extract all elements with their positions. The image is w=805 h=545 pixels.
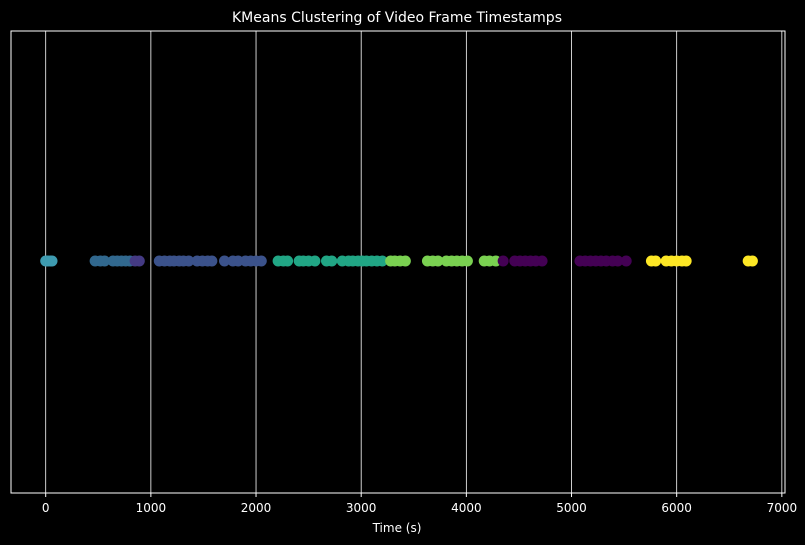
cluster-3 [153, 255, 267, 267]
chart-title: KMeans Clustering of Video Frame Timesta… [232, 10, 562, 26]
x-tick-label: 7000 [767, 501, 798, 515]
data-point [376, 255, 388, 267]
data-point [746, 255, 758, 267]
x-axis-ticks: 0 1000 2000 3000 4000 5000 6000 7000 [42, 493, 797, 515]
data-point [282, 255, 294, 267]
data-point [536, 255, 548, 267]
plot-frame [10, 30, 786, 494]
data-point [461, 255, 473, 267]
x-tick-label: 5000 [556, 501, 587, 515]
data-point [46, 255, 58, 267]
data-point [680, 255, 692, 267]
data-point [133, 255, 145, 267]
cluster-7 [645, 255, 758, 267]
data-point [99, 255, 111, 267]
data-point [218, 255, 230, 267]
x-tick-label: 3000 [346, 501, 377, 515]
cluster-1 [89, 255, 136, 267]
data-point [255, 255, 267, 267]
data-point [612, 255, 624, 267]
x-tick-label: 1000 [136, 501, 167, 515]
cluster-4 [272, 255, 388, 267]
x-tick-label: 6000 [661, 501, 692, 515]
data-point [326, 255, 338, 267]
x-tick-label: 2000 [241, 501, 272, 515]
data-point [309, 255, 321, 267]
data-point [432, 255, 444, 267]
x-tick-label: 4000 [451, 501, 482, 515]
data-point [620, 255, 632, 267]
cluster-2 [129, 255, 145, 267]
data-point [497, 255, 509, 267]
data-point [183, 255, 195, 267]
data-points [40, 255, 758, 267]
cluster-0 [40, 255, 58, 267]
data-point [206, 255, 218, 267]
x-axis-label: Time (s) [372, 521, 422, 535]
data-point [650, 255, 662, 267]
cluster-5 [385, 255, 502, 267]
cluster-6 [497, 255, 632, 267]
data-point [399, 255, 411, 267]
x-tick-label: 0 [42, 501, 50, 515]
